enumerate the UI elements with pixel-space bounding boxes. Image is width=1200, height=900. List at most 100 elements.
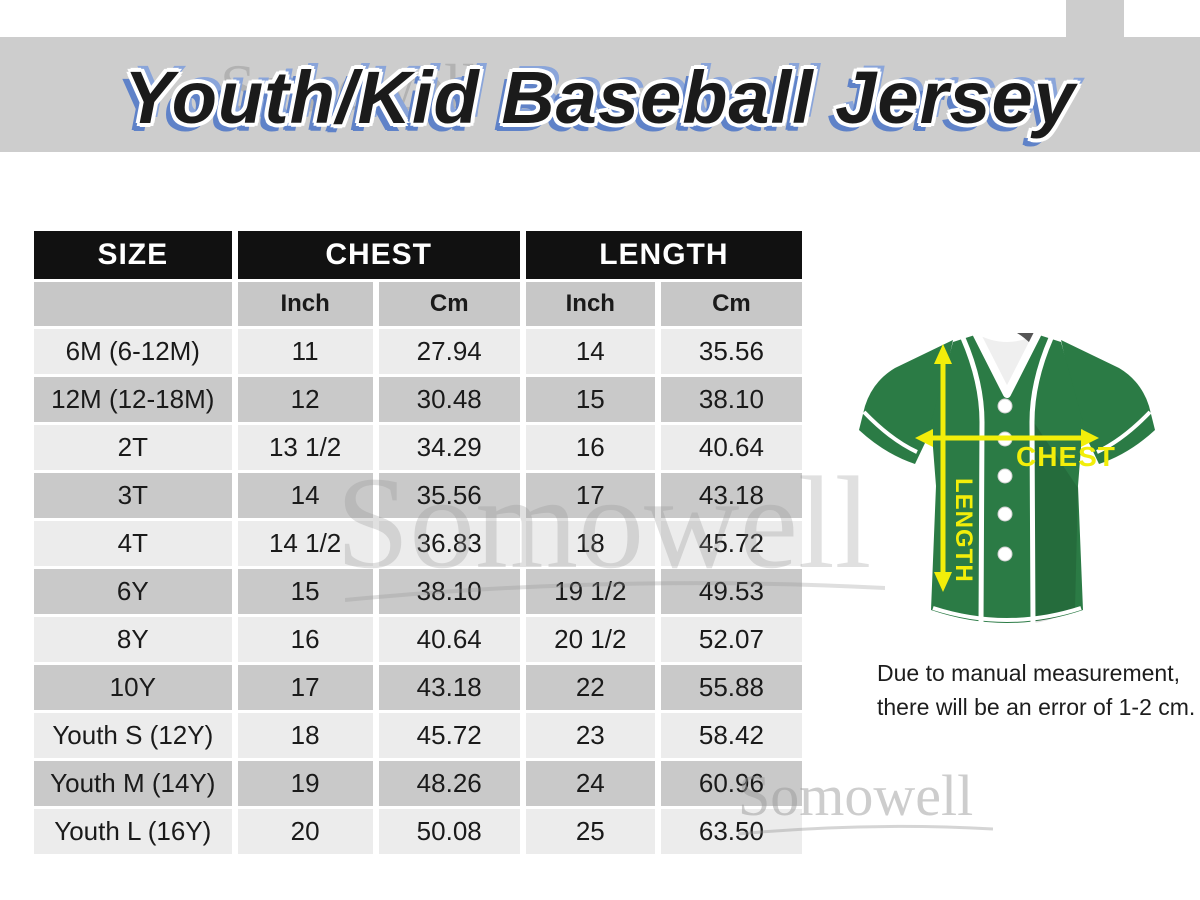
subheader-chest-inch: Inch <box>237 282 373 326</box>
table-row: 6Y 15 38.10 19 1/2 49.53 <box>34 569 802 614</box>
value-cell: 58.42 <box>660 713 802 758</box>
value-cell: 45.72 <box>378 713 520 758</box>
value-cell: 16 <box>237 617 373 662</box>
value-cell: 34.29 <box>378 425 520 470</box>
value-cell: 36.83 <box>378 521 520 566</box>
value-cell: 23 <box>525 713 655 758</box>
value-cell: 55.88 <box>660 665 802 710</box>
value-cell: 16 <box>525 425 655 470</box>
value-cell: 19 1/2 <box>525 569 655 614</box>
value-cell: 25 <box>525 809 655 854</box>
value-cell: 50.08 <box>378 809 520 854</box>
table-row: 12M (12-18M) 12 30.48 15 38.10 <box>34 377 802 422</box>
value-cell: 20 <box>237 809 373 854</box>
table-row: Youth S (12Y) 18 45.72 23 58.42 <box>34 713 802 758</box>
table-row: 4T 14 1/2 36.83 18 45.72 <box>34 521 802 566</box>
value-cell: 20 1/2 <box>525 617 655 662</box>
value-cell: 17 <box>525 473 655 518</box>
value-cell: 35.56 <box>378 473 520 518</box>
button <box>997 546 1013 562</box>
value-cell: 52.07 <box>660 617 802 662</box>
value-cell: 40.64 <box>378 617 520 662</box>
value-cell: 43.18 <box>378 665 520 710</box>
length-label: LENGTH <box>950 478 977 583</box>
subheader-chest-cm: Cm <box>378 282 520 326</box>
size-cell: 12M (12-18M) <box>34 377 232 422</box>
button <box>997 398 1013 414</box>
header-row: SIZE CHEST LENGTH <box>34 231 802 279</box>
note-line-1: Due to manual measurement, <box>877 660 1180 686</box>
value-cell: 18 <box>525 521 655 566</box>
table-row: 6M (6-12M) 11 27.94 14 35.56 <box>34 329 802 374</box>
size-cell: Youth M (14Y) <box>34 761 232 806</box>
value-cell: 48.26 <box>378 761 520 806</box>
size-cell: 8Y <box>34 617 232 662</box>
value-cell: 35.56 <box>660 329 802 374</box>
value-cell: 40.64 <box>660 425 802 470</box>
body-shading <box>1033 421 1078 623</box>
value-cell: 45.72 <box>660 521 802 566</box>
value-cell: 43.18 <box>660 473 802 518</box>
subheader-length-cm: Cm <box>660 282 802 326</box>
subheader-row: Inch Cm Inch Cm <box>34 282 802 326</box>
title-banner <box>0 37 1200 152</box>
size-cell: 4T <box>34 521 232 566</box>
collar-band <box>971 329 1043 398</box>
length-column-header: LENGTH <box>525 231 802 279</box>
size-cell: Youth S (12Y) <box>34 713 232 758</box>
value-cell: 60.96 <box>660 761 802 806</box>
note-line-2: there will be an error of 1-2 cm. <box>877 694 1196 720</box>
value-cell: 12 <box>237 377 373 422</box>
value-cell: 15 <box>237 569 373 614</box>
right-piping <box>1029 337 1054 626</box>
value-cell: 17 <box>237 665 373 710</box>
value-cell: 63.50 <box>660 809 802 854</box>
measurement-note: Due to manual measurement, there will be… <box>877 656 1197 724</box>
value-cell: 14 <box>237 473 373 518</box>
table-row: Youth L (16Y) 20 50.08 25 63.50 <box>34 809 802 854</box>
subheader-blank <box>34 282 232 326</box>
chest-arrow <box>915 429 1099 447</box>
size-cell: Youth L (16Y) <box>34 809 232 854</box>
title-banner-tab <box>1066 0 1124 40</box>
left-sleeve-stripe <box>862 410 918 454</box>
size-cell: 3T <box>34 473 232 518</box>
size-cell: 10Y <box>34 665 232 710</box>
value-cell: 14 1/2 <box>237 521 373 566</box>
table-row: 10Y 17 43.18 22 55.88 <box>34 665 802 710</box>
chest-column-header: CHEST <box>237 231 520 279</box>
collar-inner <box>973 332 1041 392</box>
length-arrow <box>934 344 952 592</box>
value-cell: 11 <box>237 329 373 374</box>
value-cell: 14 <box>525 329 655 374</box>
table-row: 3T 14 35.56 17 43.18 <box>34 473 802 518</box>
button <box>997 468 1013 484</box>
subheader-length-inch: Inch <box>525 282 655 326</box>
table-row: 8Y 16 40.64 20 1/2 52.07 <box>34 617 802 662</box>
jersey-diagram-svg: CHEST LENGTH <box>859 329 1155 626</box>
value-cell: 49.53 <box>660 569 802 614</box>
right-sleeve-stripe <box>1096 410 1152 454</box>
value-cell: 30.48 <box>378 377 520 422</box>
button <box>997 506 1013 522</box>
value-cell: 13 1/2 <box>237 425 373 470</box>
jersey-illustration: CHEST LENGTH <box>835 326 1195 646</box>
size-cell: 2T <box>34 425 232 470</box>
value-cell: 38.10 <box>660 377 802 422</box>
value-cell: 18 <box>237 713 373 758</box>
value-cell: 27.94 <box>378 329 520 374</box>
left-piping <box>960 337 985 626</box>
table-head: SIZE CHEST LENGTH Inch Cm Inch Cm <box>34 231 802 326</box>
value-cell: 24 <box>525 761 655 806</box>
hem-piping <box>932 606 1082 622</box>
size-cell: 6M (6-12M) <box>34 329 232 374</box>
table-row: 2T 13 1/2 34.29 16 40.64 <box>34 425 802 470</box>
value-cell: 38.10 <box>378 569 520 614</box>
size-cell: 6Y <box>34 569 232 614</box>
table-body: 6M (6-12M) 11 27.94 14 35.56 12M (12-18M) 12 30… <box>34 329 802 854</box>
value-cell: 22 <box>525 665 655 710</box>
size-column-header: SIZE <box>34 231 232 279</box>
chest-label: CHEST <box>1016 441 1116 472</box>
size-chart-table: SIZE CHEST LENGTH Inch Cm Inch Cm 6M (6-… <box>28 228 808 857</box>
